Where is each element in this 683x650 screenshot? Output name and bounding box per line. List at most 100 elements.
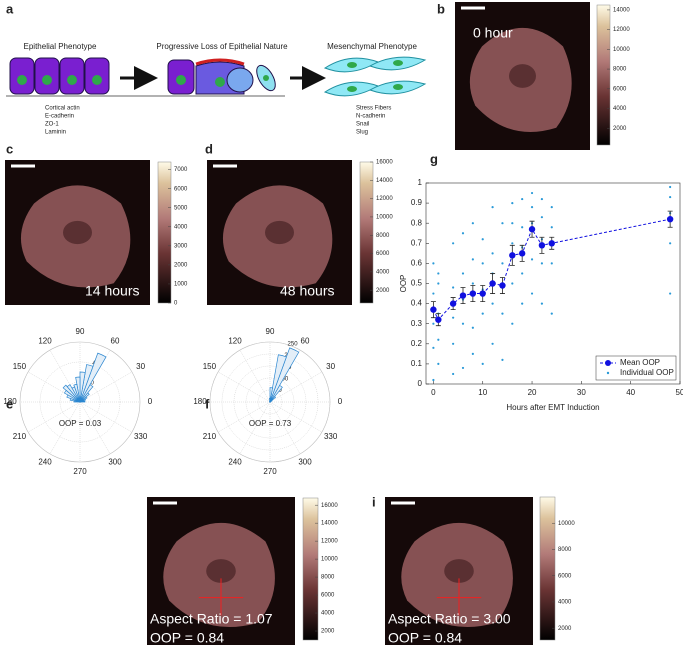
annotation: OOP = 0.73 (249, 419, 292, 428)
y-tick-label: 0.9 (411, 198, 423, 207)
stage-title: Progressive Loss of Epithelial Nature (156, 42, 288, 51)
individual-point (461, 322, 465, 325)
individual-point (461, 272, 465, 275)
individual-point (540, 262, 544, 265)
image-caption: Aspect Ratio = 1.07 (150, 611, 273, 627)
individual-point (432, 322, 435, 325)
theta-tick-label: 90 (76, 327, 85, 336)
colorbar-tick-label: 6000 (174, 186, 188, 192)
individual-point (550, 262, 553, 265)
nucleus (509, 64, 536, 88)
colorbar-tick-label: 8000 (613, 67, 627, 73)
individual-point (481, 362, 484, 365)
individual-point (452, 372, 455, 376)
rose-bar (66, 394, 81, 403)
individual-point (432, 262, 435, 265)
mean-point (435, 316, 442, 323)
colorbar-tick-label: 16000 (376, 160, 393, 166)
individual-point (530, 258, 534, 261)
mean-point (469, 290, 477, 297)
polar-spoke (49, 401, 81, 455)
polar-spoke (239, 349, 271, 403)
marker-label: ZO-1 (45, 122, 59, 128)
panel-label: e (6, 396, 13, 411)
individual-point (669, 292, 672, 295)
theta-tick-label: 300 (108, 458, 122, 467)
theta-tick-label: 180 (3, 397, 17, 406)
colorbar (596, 4, 611, 146)
individual-point (481, 238, 484, 241)
individual-point (550, 206, 553, 209)
rose-bar (269, 354, 287, 403)
image-caption: OOP = 0.84 (150, 630, 224, 646)
panel-label: i (372, 494, 376, 509)
colorbar-tick-label: 10000 (558, 521, 575, 527)
colorbar-tick-label: 14000 (613, 8, 630, 14)
image-caption: 0 hour (473, 25, 513, 41)
colorbar-tick-label: 2000 (321, 629, 335, 635)
annotation: OOP = 0.03 (59, 419, 102, 428)
panel-label: f (205, 396, 210, 411)
theta-tick-label: 240 (38, 458, 52, 467)
legend-label: Mean OOP (620, 358, 660, 367)
y-tick-label: 0.7 (411, 238, 423, 247)
individual-point (491, 302, 494, 305)
colorbar-tick-label: 2000 (174, 262, 188, 268)
stage-title: Epithelial Phenotype (24, 42, 97, 51)
plot-area (425, 182, 681, 385)
individual-point (669, 242, 672, 245)
colorbar-tick-label: 14000 (376, 178, 393, 184)
colorbar-tick-label: 8000 (558, 547, 572, 553)
individual-point (437, 338, 440, 341)
nucleus (63, 220, 92, 245)
theta-tick-label: 150 (13, 362, 27, 371)
colorbar-tick-label: 2000 (376, 288, 390, 294)
individual-point (461, 232, 465, 235)
y-tick-label: 0.1 (411, 359, 423, 368)
individual-point (550, 312, 553, 315)
rose-bar (62, 384, 81, 403)
mean-point (509, 252, 516, 259)
y-tick-label: 0.5 (411, 279, 423, 288)
panel-label: b (437, 1, 445, 16)
y-tick-label: 0 (418, 379, 423, 388)
rose-bar (69, 398, 81, 403)
panel-label: a (6, 1, 14, 16)
panel-label: c (6, 141, 13, 156)
image-caption: 48 hours (280, 283, 334, 299)
r-tick-label: 100 (278, 376, 289, 382)
polar-spoke (217, 401, 271, 433)
colorbar-tick-label: 2000 (558, 626, 572, 632)
individual-point (452, 286, 455, 289)
y-axis-label: OOP (399, 275, 408, 293)
y-tick-label: 0.6 (411, 259, 423, 268)
rose-bar (79, 352, 107, 403)
individual-point (452, 242, 455, 245)
theta-tick-label: 330 (324, 432, 338, 441)
individual-point (501, 262, 504, 265)
individual-point (521, 302, 524, 305)
y-tick-label: 0.2 (411, 339, 423, 348)
panel-label: d (205, 141, 213, 156)
polar-spoke (79, 401, 111, 455)
mean-point (538, 242, 546, 249)
nucleus (444, 559, 474, 583)
marker-label: Snail (356, 122, 369, 128)
individual-point (491, 252, 494, 255)
rose-bar (79, 364, 94, 403)
polar-spoke (79, 371, 133, 403)
theta-tick-label: 0 (148, 397, 153, 406)
colorbar-tick-label: 12000 (613, 27, 630, 33)
individual-point (437, 272, 440, 275)
rose-bar (63, 389, 81, 403)
individual-point (437, 282, 440, 285)
individual-point (432, 378, 435, 382)
rose-bar (269, 347, 300, 403)
colorbar-tick-label: 4000 (174, 224, 188, 230)
colorbar-tick-label: 8000 (376, 233, 390, 239)
individual-point (501, 222, 504, 225)
colorbar-tick-label: 10000 (613, 47, 630, 53)
theta-tick-label: 30 (326, 362, 335, 371)
individual-point (471, 258, 474, 261)
